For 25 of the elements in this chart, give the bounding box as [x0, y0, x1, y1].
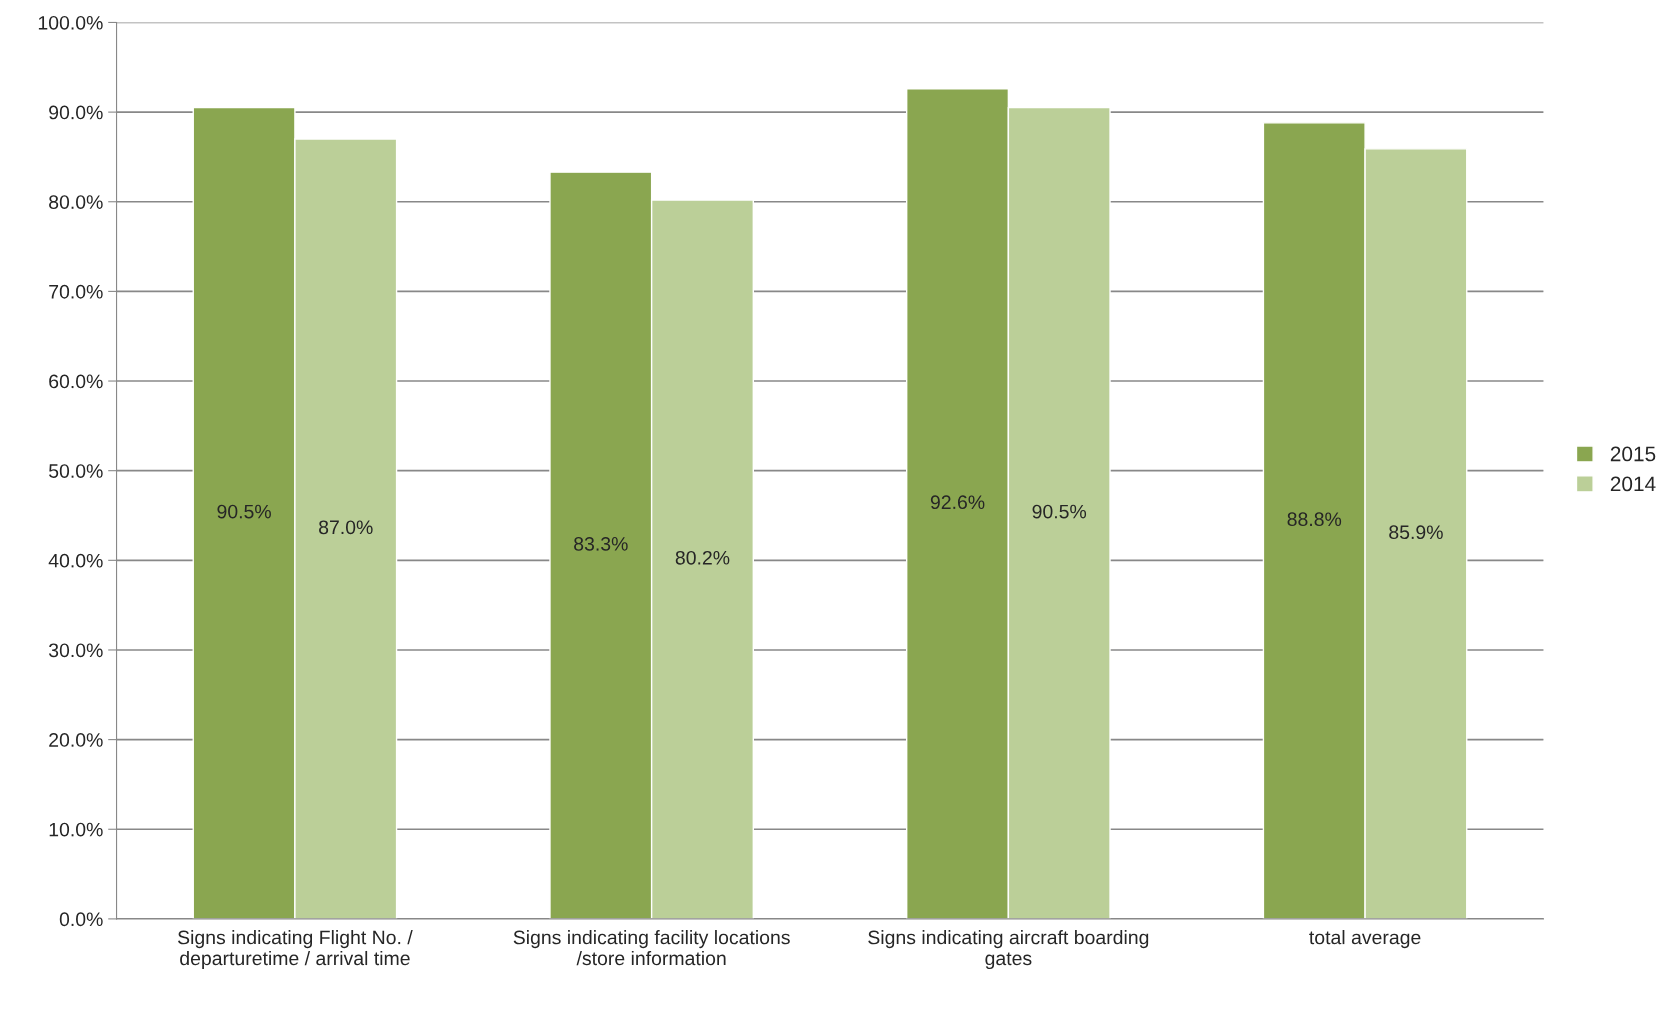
data-label: 80.2%	[675, 550, 730, 565]
data-label: 87.0%	[319, 520, 373, 535]
x-tick-label: total average	[1309, 930, 1421, 949]
y-tick-label: 80.0%	[49, 195, 103, 209]
data-label: 90.5%	[217, 504, 271, 519]
y-tick-label: 20.0%	[49, 733, 103, 747]
y-tick-label: 0.0%	[59, 912, 103, 927]
x-tick-label: Signs indicating aircraft boarding gates	[868, 930, 1149, 970]
y-tick-label: 10.0%	[49, 822, 103, 837]
data-label: 83.3%	[574, 536, 628, 551]
y-tick-label: 90.0%	[49, 105, 103, 120]
y-tick-label: 60.0%	[49, 374, 103, 389]
legend-label: 2015	[1610, 446, 1656, 462]
data-label: 90.5%	[1032, 504, 1087, 519]
y-tick-label: 30.0%	[48, 643, 103, 658]
x-tick-label: Signs indicating facility locations /store information	[513, 930, 790, 966]
data-label: 88.8%	[1287, 512, 1342, 527]
data-label: 92.6%	[930, 495, 985, 510]
x-tick-label: Signs indicating Flight No. / departuretime / arrival time	[178, 930, 413, 970]
y-tick-label: 70.0%	[49, 284, 103, 299]
y-tick-label: 100.0%	[38, 15, 103, 30]
y-tick-label: 50.0%	[49, 464, 103, 478]
legend-label: 2014	[1610, 476, 1656, 492]
data-label: 85.9%	[1389, 525, 1443, 540]
y-tick-label: 40.0%	[48, 553, 103, 568]
